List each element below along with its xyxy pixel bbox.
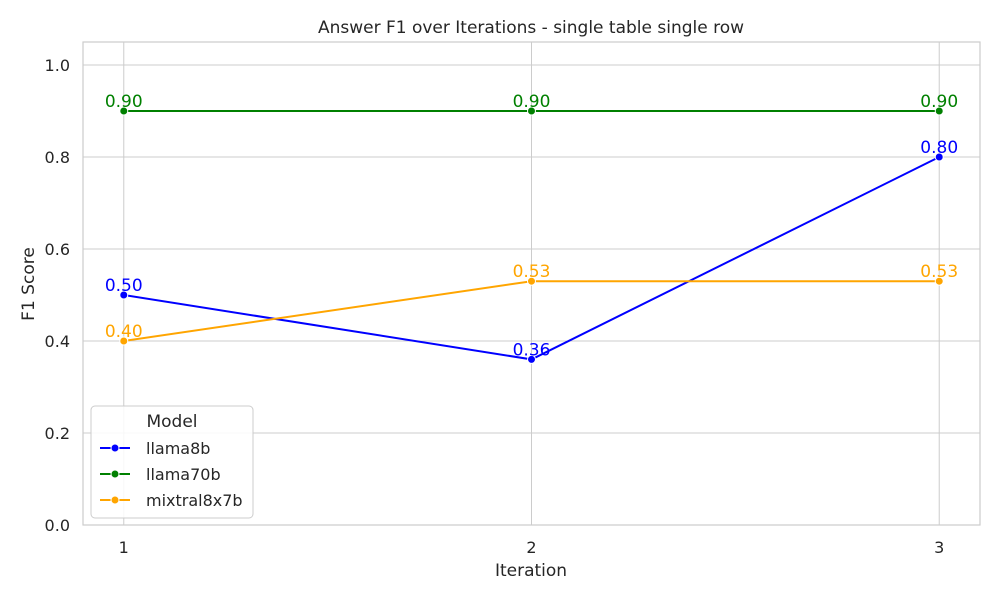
y-tick-label: 0.6 <box>45 240 70 259</box>
data-label: 0.90 <box>513 92 551 112</box>
legend-swatch-marker <box>110 495 120 505</box>
data-label: 0.40 <box>105 322 143 342</box>
y-tick-label: 0.8 <box>45 148 70 167</box>
data-point <box>934 276 944 286</box>
series-mixtral8x7b: 0.40 0.53 0.53 <box>105 262 958 346</box>
x-tick-label: 3 <box>934 538 944 557</box>
data-label: 0.53 <box>920 262 958 282</box>
data-label: 0.36 <box>513 340 551 360</box>
series-llama70b: 0.90 0.90 0.90 <box>105 92 958 116</box>
legend-label: mixtral8x7b <box>146 491 243 510</box>
data-point <box>119 290 129 300</box>
legend-swatch-marker <box>110 469 120 479</box>
x-axis-ticks: 1 2 3 <box>119 538 945 557</box>
y-tick-label: 1.0 <box>45 56 70 75</box>
legend-swatch-marker <box>110 443 120 453</box>
data-point <box>527 276 536 286</box>
legend-label: llama70b <box>146 465 221 484</box>
series: 0.50 0.36 0.80 0.90 0.90 0.90 0.40 0.53 0.53 <box>105 92 958 364</box>
legend-box <box>90 405 254 519</box>
data-label: 0.50 <box>105 276 143 296</box>
data-point <box>934 106 944 116</box>
x-tick-label: 2 <box>526 538 536 557</box>
data-label: 0.90 <box>105 92 143 112</box>
legend-label: llama8b <box>146 439 210 458</box>
plot-frame <box>82 41 981 526</box>
y-tick-label: 0.2 <box>45 424 70 443</box>
legend-item-llama70b: llama70b <box>100 465 221 484</box>
legend-item-llama8b: llama8b <box>100 439 210 458</box>
legend-item-mixtral8x7b: mixtral8x7b <box>100 491 243 510</box>
legend-title: Model <box>146 412 197 432</box>
data-point <box>119 106 129 116</box>
y-axis-ticks: 0.0 0.2 0.4 0.6 0.8 1.0 <box>45 56 70 535</box>
y-tick-label: 0.0 <box>45 516 70 535</box>
y-tick-label: 0.4 <box>45 332 70 351</box>
series-llama8b: 0.50 0.36 0.80 <box>105 138 958 364</box>
data-label: 0.80 <box>920 138 958 158</box>
data-label: 0.53 <box>513 262 551 282</box>
y-axis-label: F1 Score <box>19 247 39 321</box>
data-point <box>934 152 944 162</box>
chart-title: Answer F1 over Iterations - single table… <box>318 18 744 38</box>
legend: Model llama8b llama70b mixtral8x7b <box>90 405 254 519</box>
data-label: 0.90 <box>920 92 958 112</box>
data-point <box>119 336 129 346</box>
data-point <box>527 106 536 116</box>
data-point <box>527 354 536 364</box>
x-axis-label: Iteration <box>495 561 567 581</box>
x-tick-label: 1 <box>119 538 129 557</box>
legend-items: llama8b llama70b mixtral8x7b <box>100 439 243 510</box>
